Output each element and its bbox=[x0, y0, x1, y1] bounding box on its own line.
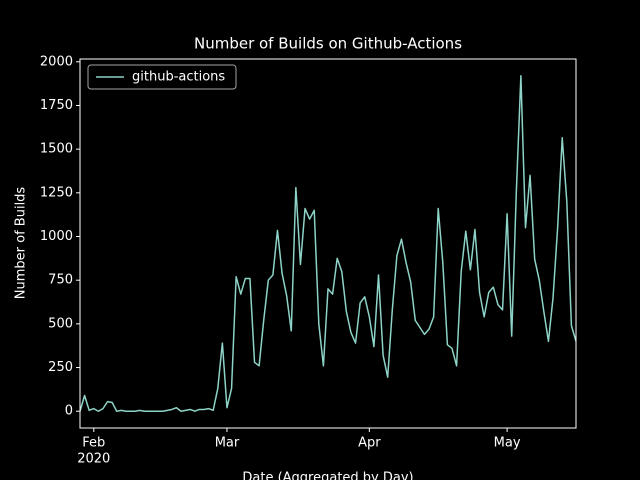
axes-frame bbox=[79, 58, 577, 429]
legend-label: github-actions bbox=[132, 70, 225, 85]
x-tick-offset: 2020 bbox=[77, 452, 110, 467]
x-axis-label: Date (Aggregated by Day) bbox=[242, 471, 413, 480]
y-tick-label: 500 bbox=[48, 316, 73, 331]
chart-title: Number of Builds on Github-Actions bbox=[194, 35, 462, 53]
y-axis-label: Number of Builds bbox=[14, 187, 29, 300]
x-tick-label: Feb bbox=[82, 436, 105, 451]
x-tick-label: Mar bbox=[215, 436, 240, 451]
y-tick-label: 250 bbox=[48, 360, 73, 375]
legend-box bbox=[87, 64, 237, 90]
x-tick-label: May bbox=[494, 436, 521, 451]
y-tick-label: 1000 bbox=[40, 229, 73, 244]
y-tick-label: 1500 bbox=[40, 142, 73, 157]
y-tick-label: 1750 bbox=[40, 98, 73, 113]
y-tick-label: 750 bbox=[48, 273, 73, 288]
y-tick-label: 0 bbox=[65, 404, 73, 419]
y-tick-label: 2000 bbox=[40, 54, 73, 69]
y-tick-label: 1250 bbox=[40, 185, 73, 200]
x-tick-label: Apr bbox=[358, 436, 381, 451]
data-line bbox=[79, 75, 577, 412]
